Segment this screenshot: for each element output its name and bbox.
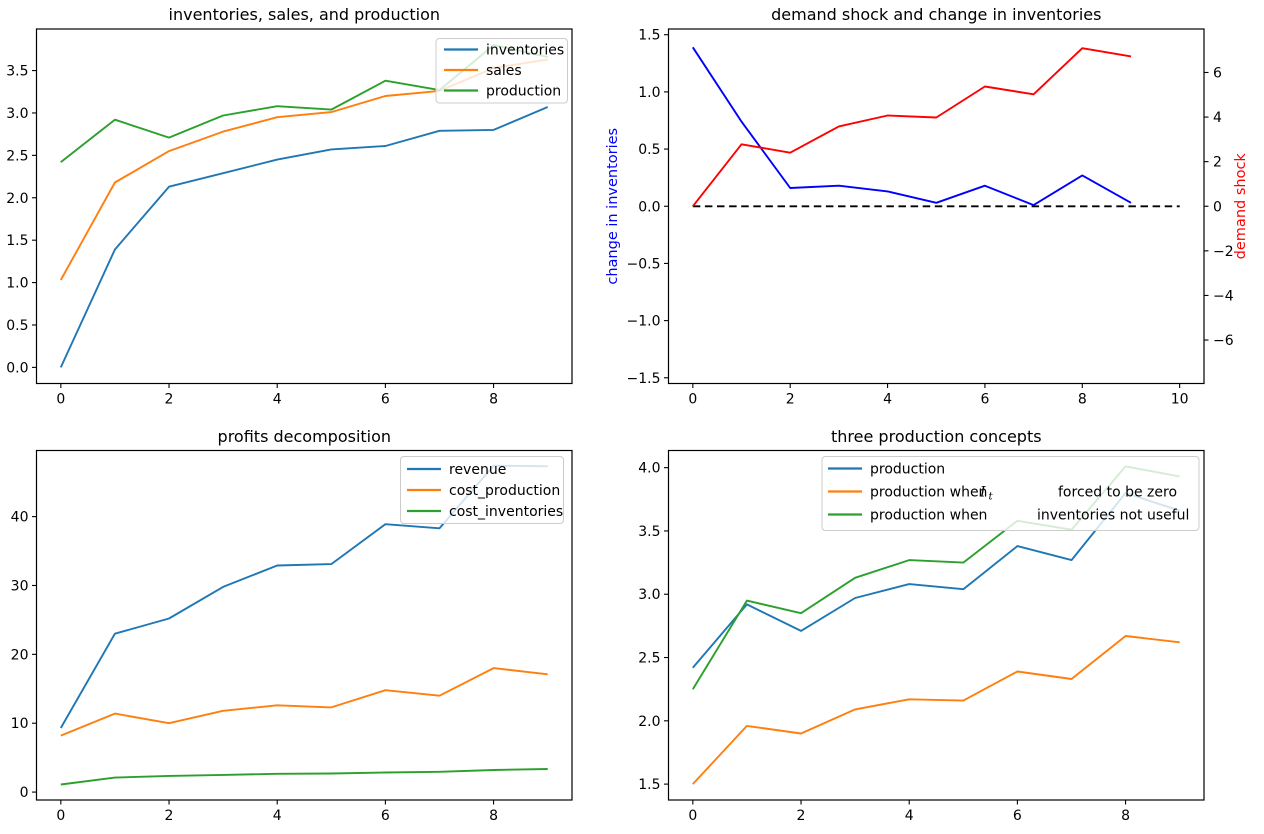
y-tick-label: 1.0 xyxy=(638,85,660,101)
y-tick-label: 40 xyxy=(11,510,29,526)
legend-label: sales xyxy=(486,63,522,79)
y-tick-label: 0.0 xyxy=(638,199,660,215)
x-tick-label: 6 xyxy=(381,808,390,824)
legend-label: cost_production xyxy=(449,483,560,499)
chart-title: inventories, sales, and production xyxy=(169,5,441,24)
y-tick-label: 4.0 xyxy=(638,461,660,477)
y-tick-label: −1.0 xyxy=(627,314,661,330)
y-right-tick-label: 6 xyxy=(1213,65,1222,81)
legend-label: revenue xyxy=(449,462,506,478)
legend-label: forced to be zero xyxy=(1058,485,1177,501)
y-tick-label: 2.0 xyxy=(638,714,660,730)
x-tick-label: 4 xyxy=(273,808,282,824)
legend-label: production xyxy=(486,84,561,100)
x-tick-label: 10 xyxy=(1171,392,1189,408)
series-line-cost-production xyxy=(60,667,548,737)
y-right-tick-label: 2 xyxy=(1213,155,1222,171)
x-tick-label: 8 xyxy=(1078,392,1087,408)
series-line-demand-shock xyxy=(692,47,1132,207)
y-tick-label: 0.5 xyxy=(638,142,660,158)
legend-label: production xyxy=(870,462,945,478)
y-tick-label: 1.5 xyxy=(638,777,660,793)
legend-box xyxy=(435,38,568,104)
x-tick-label: 2 xyxy=(786,392,795,408)
x-tick-label: 8 xyxy=(489,808,498,824)
legend-label: inventories xyxy=(486,43,564,59)
x-tick-label: 8 xyxy=(1121,808,1130,824)
y-right-tick-label: 4 xyxy=(1213,110,1222,126)
y-tick-label: 3.5 xyxy=(6,64,28,80)
y-tick-label: −0.5 xyxy=(627,256,661,272)
y-tick-label: 1.5 xyxy=(638,28,660,44)
y-tick-label: 3.5 xyxy=(638,524,660,540)
x-tick-label: 2 xyxy=(797,808,806,824)
y-tick-label: 0 xyxy=(20,785,29,801)
legend-box xyxy=(821,456,1200,531)
legend-label: t xyxy=(989,491,994,503)
x-tick-label: 0 xyxy=(688,392,697,408)
chart-title: demand shock and change in inventories xyxy=(771,5,1101,24)
x-tick-label: 0 xyxy=(56,808,65,824)
y-tick-label: 2.0 xyxy=(6,191,28,207)
x-tick-label: 4 xyxy=(905,808,914,824)
y-tick-label: −1.5 xyxy=(627,371,661,387)
legend-box xyxy=(400,456,564,524)
chart-profits-decomposition: 0 2 4 6 8 0 10 20 30 40 profits decomposition reven… xyxy=(11,427,573,824)
y-right-tick-label: −6 xyxy=(1213,333,1234,349)
x-tick-label: 4 xyxy=(273,392,282,408)
y-tick-label: 0.5 xyxy=(6,318,28,334)
series-line-cost-inventories xyxy=(60,768,548,786)
legend-label: production when xyxy=(870,485,987,501)
y-right-tick-label: −4 xyxy=(1213,288,1234,304)
y-axis-label-right: demand shock xyxy=(1233,153,1249,260)
legend-label: I xyxy=(979,485,986,501)
legend-label: inventories not useful xyxy=(1037,508,1189,524)
y-tick-label: 30 xyxy=(11,578,29,594)
y-right-tick-label: −2 xyxy=(1213,244,1234,260)
chart-title: three production concepts xyxy=(831,427,1042,446)
x-tick-label: 2 xyxy=(165,808,174,824)
y-tick-label: 1.5 xyxy=(6,233,28,249)
chart-three-production-concepts: 0 2 4 6 8 1.5 2.0 2.5 3.0 3.5 4.0 three production … xyxy=(638,427,1205,824)
y-right-tick-label: 0 xyxy=(1213,199,1222,215)
x-tick-label: 4 xyxy=(883,392,892,408)
x-tick-label: 6 xyxy=(381,392,390,408)
y-tick-label: 3.0 xyxy=(6,106,28,122)
series-line-inventories xyxy=(59,106,549,368)
x-tick-label: 0 xyxy=(56,392,65,408)
y-tick-label: 10 xyxy=(11,716,29,732)
x-tick-label: 8 xyxy=(489,392,498,408)
y-tick-label: 0.0 xyxy=(6,360,28,376)
legend: revenue cost_production cost_inventories xyxy=(400,456,564,524)
legend: inventories sales production xyxy=(435,38,568,104)
y-axis-label-left: change in inventories xyxy=(605,128,621,285)
y-tick-label: 3.0 xyxy=(638,587,660,603)
x-tick-label: 6 xyxy=(980,392,989,408)
series-line-change-in-inventories xyxy=(692,46,1132,207)
chart-inventories-sales-production: 0 2 4 6 8 0.0 0.5 1.0 1.5 2.0 2.5 3.0 3.5 inventories… xyxy=(6,5,573,408)
series-line-production-when-it-forced-to-be-zero xyxy=(692,635,1180,785)
x-tick-label: 6 xyxy=(1013,808,1022,824)
x-tick-label: 2 xyxy=(165,392,174,408)
y-tick-label: 20 xyxy=(11,647,29,663)
y-tick-label: 1.0 xyxy=(6,276,28,292)
x-tick-label: 0 xyxy=(688,808,697,824)
chart-demand-shock-and-change-in-inventories: 0 2 4 6 8 10 1.5 1.0 0.5 0.0 −0.5 −1.0 −1.5 6 4 2 0 −2 −4 −… xyxy=(605,5,1249,408)
y-tick-label: 2.5 xyxy=(6,148,28,164)
legend-label: production when xyxy=(870,508,987,524)
y-tick-label: 2.5 xyxy=(638,651,660,667)
chart-title: profits decomposition xyxy=(218,427,392,446)
legend-label: cost_inventories xyxy=(449,504,563,520)
